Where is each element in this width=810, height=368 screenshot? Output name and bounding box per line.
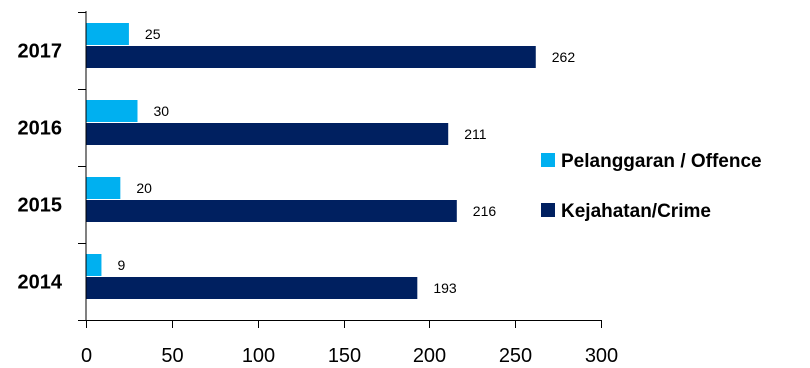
bar-2014-series-0 <box>86 254 102 276</box>
bar-2014-series-1 <box>86 277 418 299</box>
data-label-2015-series-1: 216 <box>473 203 497 219</box>
bar-2015-series-0 <box>86 177 121 199</box>
data-label-2015-series-0: 20 <box>136 180 152 196</box>
data-label-2016-series-0: 30 <box>154 103 170 119</box>
y-tick-label-2016: 2016 <box>18 118 63 140</box>
x-tick-label-100: 100 <box>242 345 275 367</box>
bar-2015-series-1 <box>86 200 457 222</box>
y-tick-label-2014: 2014 <box>18 272 63 294</box>
data-label-2017-series-1: 262 <box>552 49 576 65</box>
x-tick-label-50: 50 <box>161 345 183 367</box>
legend-label-series-0: Pelanggaran / Offence <box>561 151 762 172</box>
y-tick-label-2015: 2015 <box>18 195 63 217</box>
x-tick-label-200: 200 <box>413 345 446 367</box>
legend-label-series-1: Kejahatan/Crime <box>561 201 711 222</box>
x-tick-label-300: 300 <box>585 345 618 367</box>
bar-2017-series-0 <box>86 23 129 45</box>
data-label-2014-series-1: 193 <box>433 280 457 296</box>
bar-2016-series-1 <box>86 123 449 145</box>
data-label-2017-series-0: 25 <box>145 26 161 42</box>
axes-group: 2017 2016 2015 2014 0 50 100 150 200 250 300 <box>18 11 618 367</box>
legend-swatch-series-0 <box>541 153 555 167</box>
legend-swatch-series-1 <box>541 203 555 217</box>
x-tick-label-0: 0 <box>81 345 92 367</box>
y-tick-label-2017: 2017 <box>18 41 63 63</box>
bars-group <box>86 23 536 299</box>
bar-2016-series-0 <box>86 100 138 122</box>
x-tick-label-150: 150 <box>328 345 361 367</box>
legend: Pelanggaran / Offence Kejahatan/Crime <box>541 151 762 222</box>
bar-2017-series-1 <box>86 46 536 68</box>
data-label-2016-series-1: 211 <box>464 126 487 142</box>
data-labels-group: 25 262 30 211 20 216 9 193 <box>117 26 575 296</box>
x-tick-label-250: 250 <box>499 345 532 367</box>
data-label-2014-series-0: 9 <box>117 257 125 273</box>
